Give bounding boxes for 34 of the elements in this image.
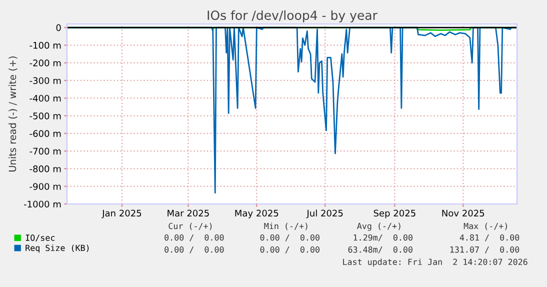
chart-title: IOs for /dev/loop4 - by year <box>208 10 378 22</box>
legend-label: IO/sec <box>26 234 55 242</box>
text: 4.81 / 0.00 <box>460 234 520 242</box>
text: 0.00 / 0.00 <box>260 246 320 254</box>
x-tick-label: Sep 2025 <box>374 210 416 218</box>
y-tick-label: -1000 m <box>24 200 61 208</box>
y-tick-label: -900 m <box>30 183 61 190</box>
text: 1.29m/ 0.00 <box>354 234 412 242</box>
text: 63.48m/ 0.00 <box>348 246 412 254</box>
text: 0.00 / 0.00 <box>260 234 320 242</box>
text: Last update: Fri Jan 2 14:20:07 2026 <box>343 258 528 267</box>
text: 0.00 / 0.00 <box>164 234 224 242</box>
text: Avg (-/+) <box>357 222 400 231</box>
x-tick-label: Mar 2025 <box>168 210 209 217</box>
y-tick-label: -100 m <box>30 42 61 49</box>
text: 131.07 / 0.00 <box>450 246 520 254</box>
x-tick-label: Jul 2025 <box>306 210 343 218</box>
y-tick-label: -300 m <box>30 77 61 84</box>
y-tick-label: -400 m <box>30 94 61 102</box>
text: 0.00 / 0.00 <box>164 246 224 254</box>
x-tick-label: Jan 2025 <box>102 210 142 218</box>
text: Min (-/+) <box>264 222 308 230</box>
y-axis-title: Units read (-) / write (+) <box>8 56 18 172</box>
y-tick-label: 0 <box>56 24 61 32</box>
y-tick-label: -800 m <box>30 165 61 172</box>
y-tick-label: -600 m <box>30 130 61 137</box>
y-tick-label: -700 m <box>30 148 61 155</box>
x-tick-label: Nov 2025 <box>442 210 484 217</box>
y-tick-label: -500 m <box>30 112 61 120</box>
y-tick-label: -200 m <box>30 60 61 66</box>
text: Max (-/+) <box>464 222 507 230</box>
text: Cur (-/+) <box>168 222 212 230</box>
legend-label: Req Size (KB) <box>26 244 89 253</box>
x-tick-label: May 2025 <box>235 210 278 218</box>
